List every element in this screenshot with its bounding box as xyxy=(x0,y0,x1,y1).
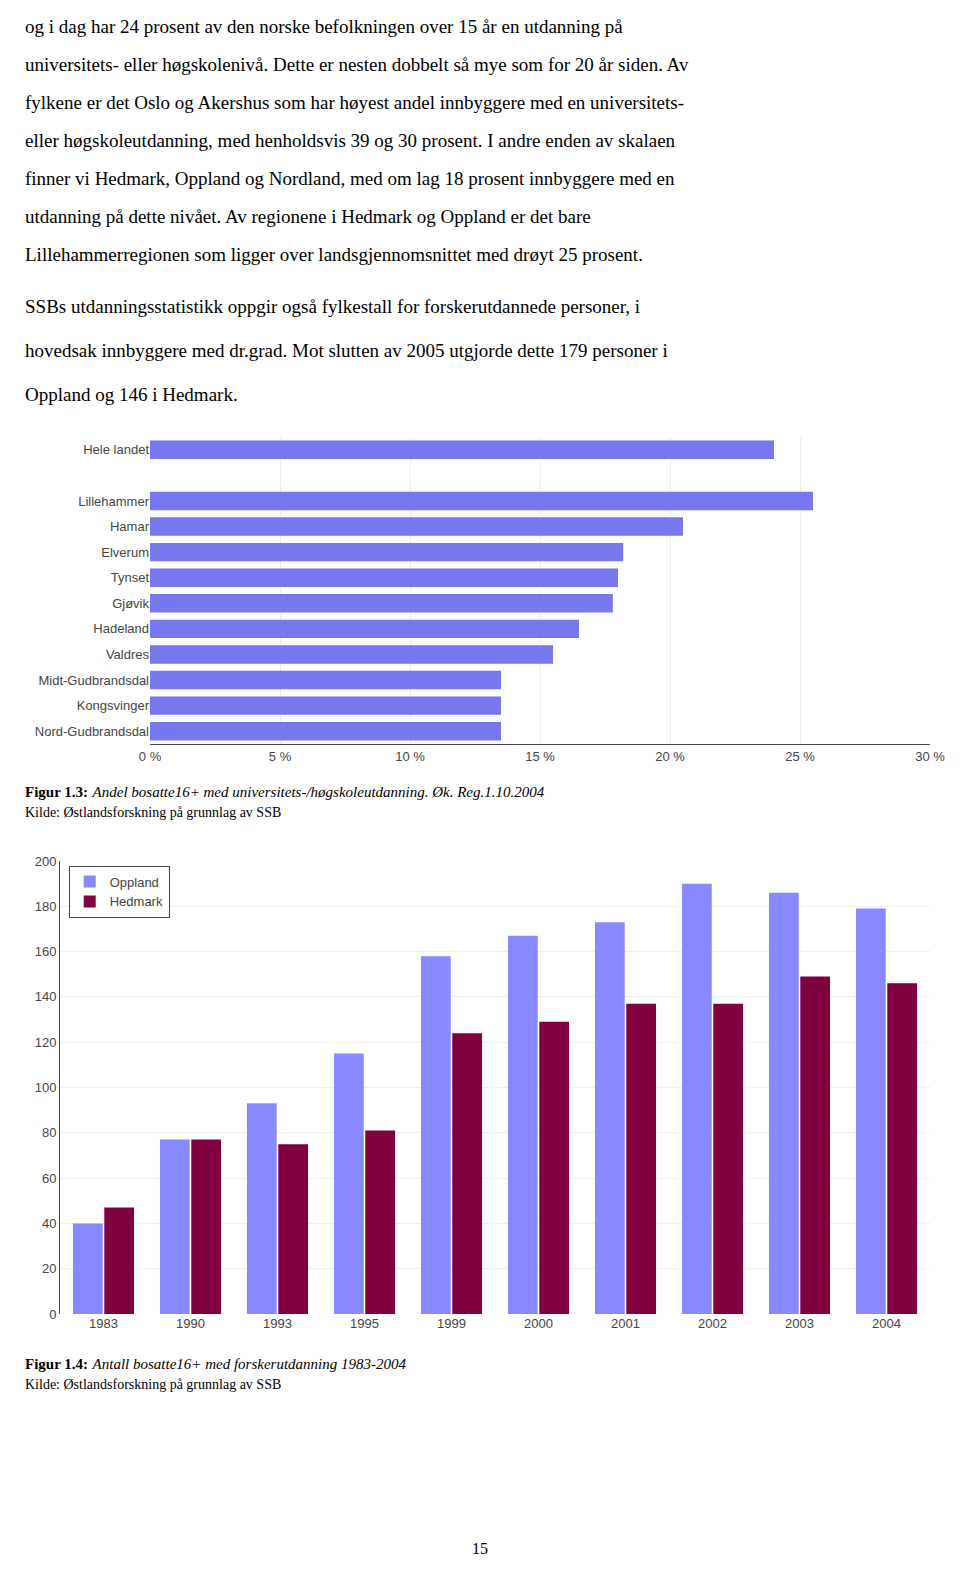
svg-text:20 %: 20 % xyxy=(655,749,685,764)
svg-text:100: 100 xyxy=(35,1080,57,1095)
svg-text:1993: 1993 xyxy=(263,1316,292,1331)
html-text:finner vi Hedmark, Oppland og: finner vi Hedmark, Oppland og Nordland, … xyxy=(25,168,675,189)
svg-text:5 %: 5 % xyxy=(269,749,292,764)
html-text:hovedsak innbyggere med dr.gra: hovedsak innbyggere med dr.grad. Mot slu… xyxy=(25,340,668,361)
html-text:SSBs utdanningsstatistikk oppg: SSBs utdanningsstatistikk oppgir også fy… xyxy=(25,296,641,317)
svg-text:2004: 2004 xyxy=(872,1316,901,1331)
svg-text:2000: 2000 xyxy=(524,1316,553,1331)
svg-text:40: 40 xyxy=(42,1216,56,1231)
svg-text:10 %: 10 % xyxy=(395,749,425,764)
svg-text:Oppland: Oppland xyxy=(110,875,159,890)
svg-text:2001: 2001 xyxy=(611,1316,640,1331)
svg-text:180: 180 xyxy=(35,899,57,914)
svg-text:1999: 1999 xyxy=(437,1316,466,1331)
svg-text:Elverum: Elverum xyxy=(101,545,149,560)
svg-text:Valdres: Valdres xyxy=(106,647,150,662)
svg-text:2002: 2002 xyxy=(698,1316,727,1331)
html-text:Kilde: Østlandsforskning på gr: Kilde: Østlandsforskning på grunnlag av … xyxy=(25,1377,282,1392)
html-text:Figur 1.3: Andel bosatte16+ me: Figur 1.3: Andel bosatte16+ med universi… xyxy=(25,784,545,800)
svg-text:2003: 2003 xyxy=(785,1316,814,1331)
svg-text:25 %: 25 % xyxy=(785,749,815,764)
svg-text:60: 60 xyxy=(42,1171,56,1186)
html-text:Figur 1.4: Antall bosatte16+ m: Figur 1.4: Antall bosatte16+ med forsker… xyxy=(25,1356,406,1372)
svg-text:Gjøvik: Gjøvik xyxy=(112,596,149,611)
svg-text:Nord-Gudbrandsdal: Nord-Gudbrandsdal xyxy=(35,724,149,739)
html-text:eller høgskoleutdanning, med h: eller høgskoleutdanning, med henholdsvis… xyxy=(25,130,676,151)
html-text:utdanning på dette nivået. Av: utdanning på dette nivået. Av regionene … xyxy=(25,206,591,227)
svg-text:140: 140 xyxy=(35,989,57,1004)
svg-text:160: 160 xyxy=(35,944,57,959)
html-text:og i dag har 24 prosent av den: og i dag har 24 prosent av den norske be… xyxy=(25,16,623,37)
svg-text:1995: 1995 xyxy=(350,1316,379,1331)
html-text:universitets- eller høgskoleni: universitets- eller høgskolenivå. Dette … xyxy=(25,54,689,75)
svg-text:1990: 1990 xyxy=(176,1316,205,1331)
svg-text:Kongsvinger: Kongsvinger xyxy=(77,698,150,713)
svg-text:200: 200 xyxy=(35,854,57,869)
svg-text:1983: 1983 xyxy=(89,1316,118,1331)
svg-text:80: 80 xyxy=(42,1125,56,1140)
svg-text:Hamar: Hamar xyxy=(110,519,150,534)
html-text:15: 15 xyxy=(472,1540,488,1557)
html-text:Lillehammerregionen som ligger: Lillehammerregionen som ligger over land… xyxy=(25,244,643,265)
svg-text:15 %: 15 % xyxy=(525,749,555,764)
svg-text:0: 0 xyxy=(49,1307,56,1322)
svg-text:30 %: 30 % xyxy=(915,749,945,764)
svg-text:0 %: 0 % xyxy=(139,749,162,764)
svg-text:Hadeland: Hadeland xyxy=(93,621,149,636)
html-text:Kilde: Østlandsforskning på gr: Kilde: Østlandsforskning på grunnlag av … xyxy=(25,805,282,820)
svg-text:20: 20 xyxy=(42,1261,56,1276)
html-text:fylkene er det Oslo og Akershu: fylkene er det Oslo og Akershus som har … xyxy=(25,92,684,113)
svg-text:Hedmark: Hedmark xyxy=(110,894,163,909)
html-text:Oppland og 146 i Hedmark.: Oppland og 146 i Hedmark. xyxy=(25,384,238,405)
svg-text:Midt-Gudbrandsdal: Midt-Gudbrandsdal xyxy=(38,673,149,688)
svg-text:Hele landet: Hele landet xyxy=(83,442,149,457)
svg-text:Tynset: Tynset xyxy=(111,570,150,585)
svg-text:120: 120 xyxy=(35,1035,57,1050)
svg-text:Lillehammer: Lillehammer xyxy=(78,494,149,509)
